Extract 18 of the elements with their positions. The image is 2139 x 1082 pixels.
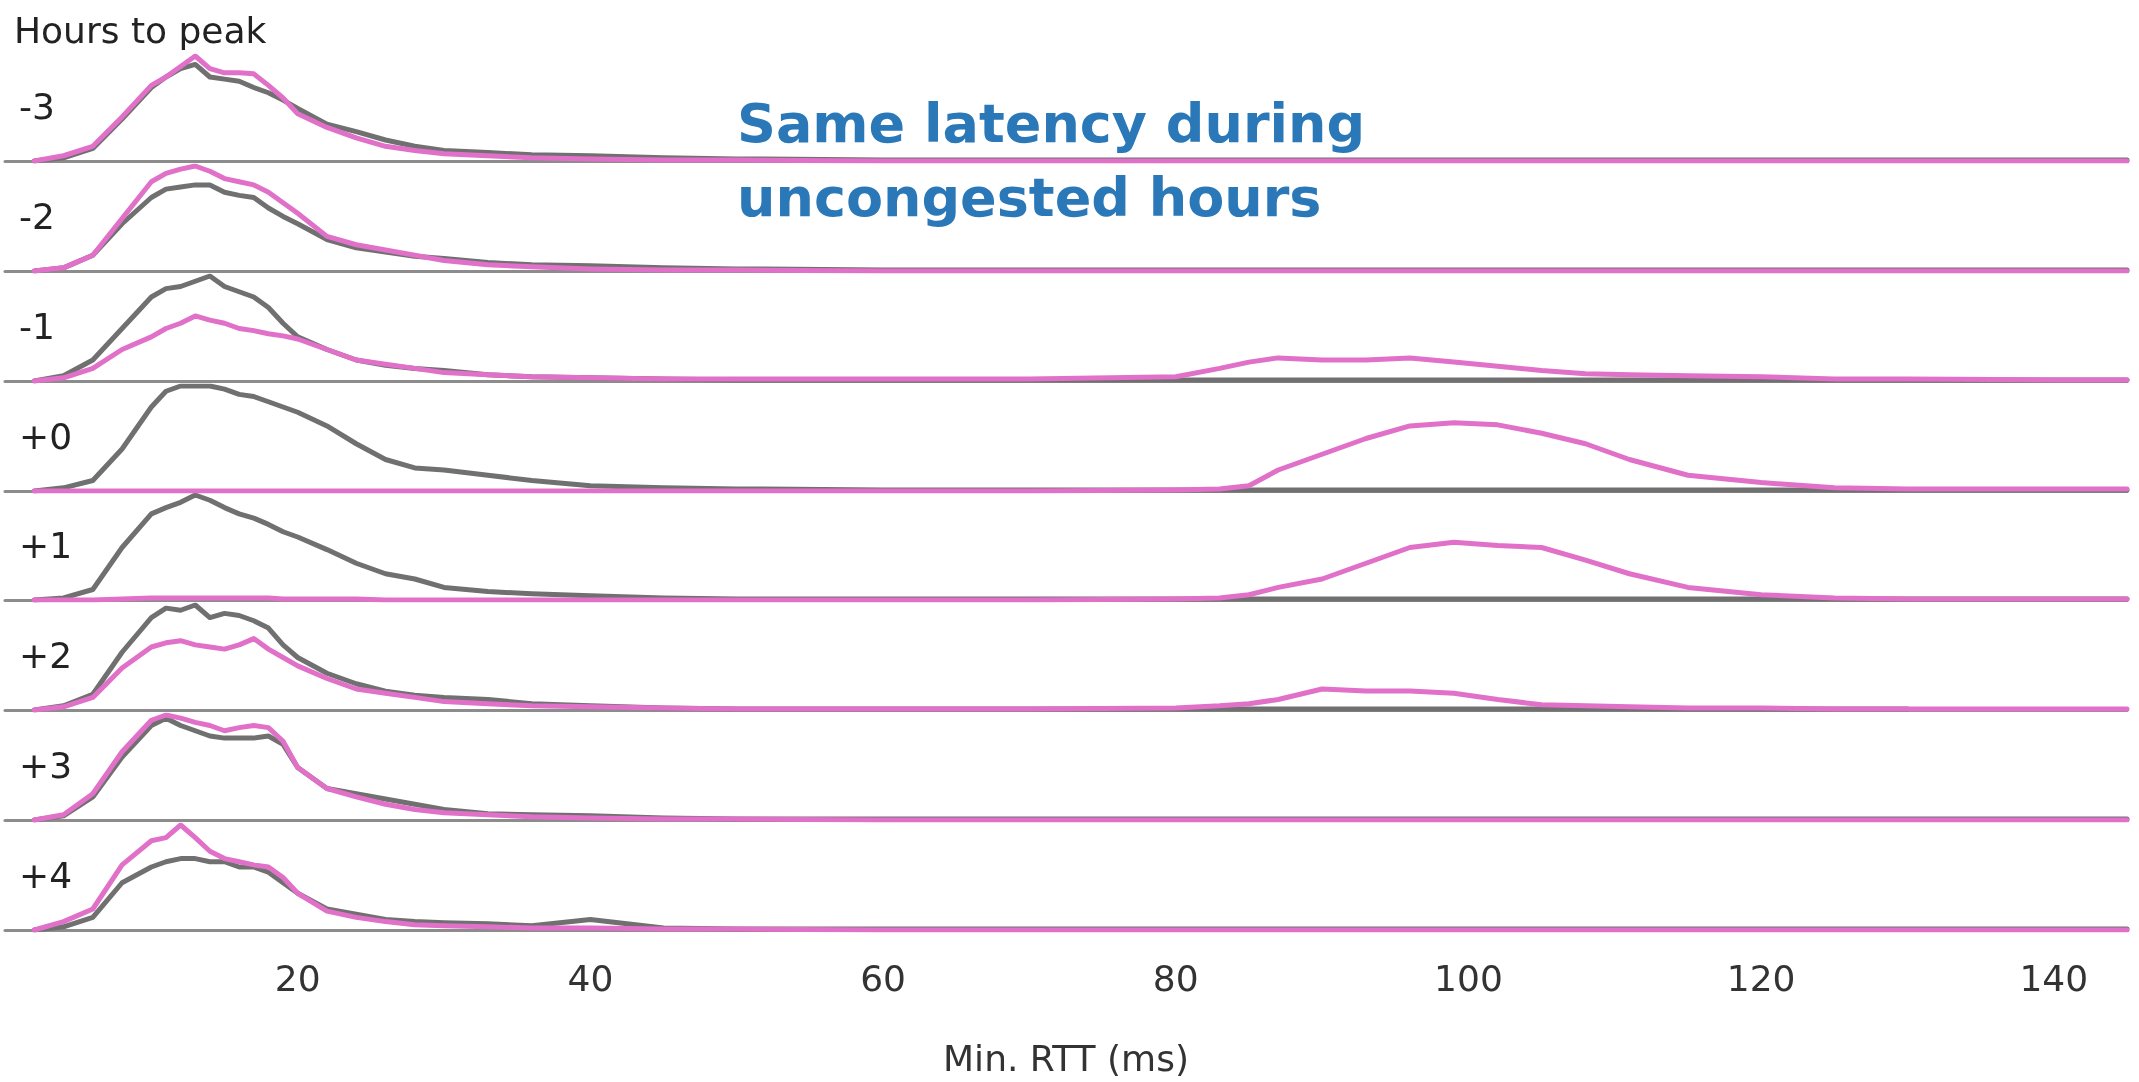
y-axis-title: Hours to peak [14,9,267,51]
text: +3 [19,744,73,786]
x-tick-label: 100 [1434,957,1503,999]
annotation: Same latency during uncongested hours [737,91,1384,229]
text: -1 [19,305,55,347]
text: +4 [19,854,73,896]
x-axis-title: Min. RTT (ms) [943,1037,1189,1079]
x-tick-label: 20 [274,957,321,999]
x-tick-label: 40 [567,957,614,999]
text: -3 [19,85,55,127]
text: +0 [19,415,73,457]
text: +2 [19,634,73,676]
x-tick-label: 60 [860,957,906,999]
text: +1 [19,524,73,566]
x-tick-label: 120 [1726,957,1796,999]
text: -2 [19,195,55,237]
x-tick-label: 80 [1152,957,1199,999]
x-tick-label: 140 [2019,957,2089,999]
